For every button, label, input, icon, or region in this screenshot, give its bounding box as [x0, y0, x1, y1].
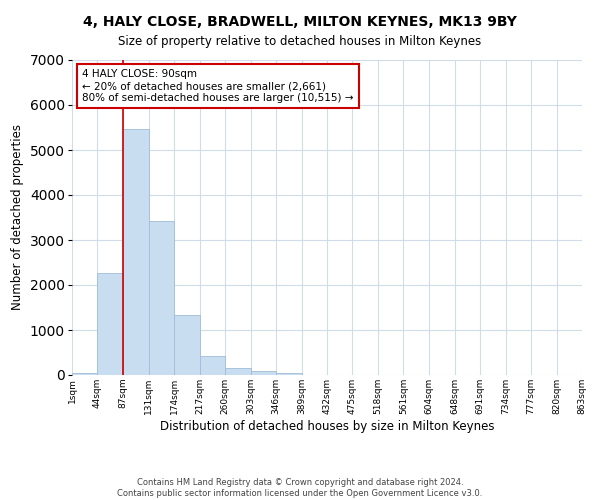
- Text: 4 HALY CLOSE: 90sqm
← 20% of detached houses are smaller (2,661)
80% of semi-det: 4 HALY CLOSE: 90sqm ← 20% of detached ho…: [82, 70, 354, 102]
- Text: Size of property relative to detached houses in Milton Keynes: Size of property relative to detached ho…: [118, 35, 482, 48]
- Text: 4, HALY CLOSE, BRADWELL, MILTON KEYNES, MK13 9BY: 4, HALY CLOSE, BRADWELL, MILTON KEYNES, …: [83, 15, 517, 29]
- Bar: [175, 315, 200, 375]
- Bar: [149, 221, 175, 375]
- Bar: [225, 368, 251, 375]
- Bar: [200, 356, 225, 375]
- Bar: [251, 372, 276, 375]
- Bar: [276, 373, 302, 375]
- Bar: [72, 373, 97, 375]
- Y-axis label: Number of detached properties: Number of detached properties: [11, 124, 25, 310]
- Text: Contains HM Land Registry data © Crown copyright and database right 2024.
Contai: Contains HM Land Registry data © Crown c…: [118, 478, 482, 498]
- Bar: [123, 129, 149, 375]
- Bar: [97, 273, 123, 375]
- X-axis label: Distribution of detached houses by size in Milton Keynes: Distribution of detached houses by size …: [160, 420, 494, 432]
